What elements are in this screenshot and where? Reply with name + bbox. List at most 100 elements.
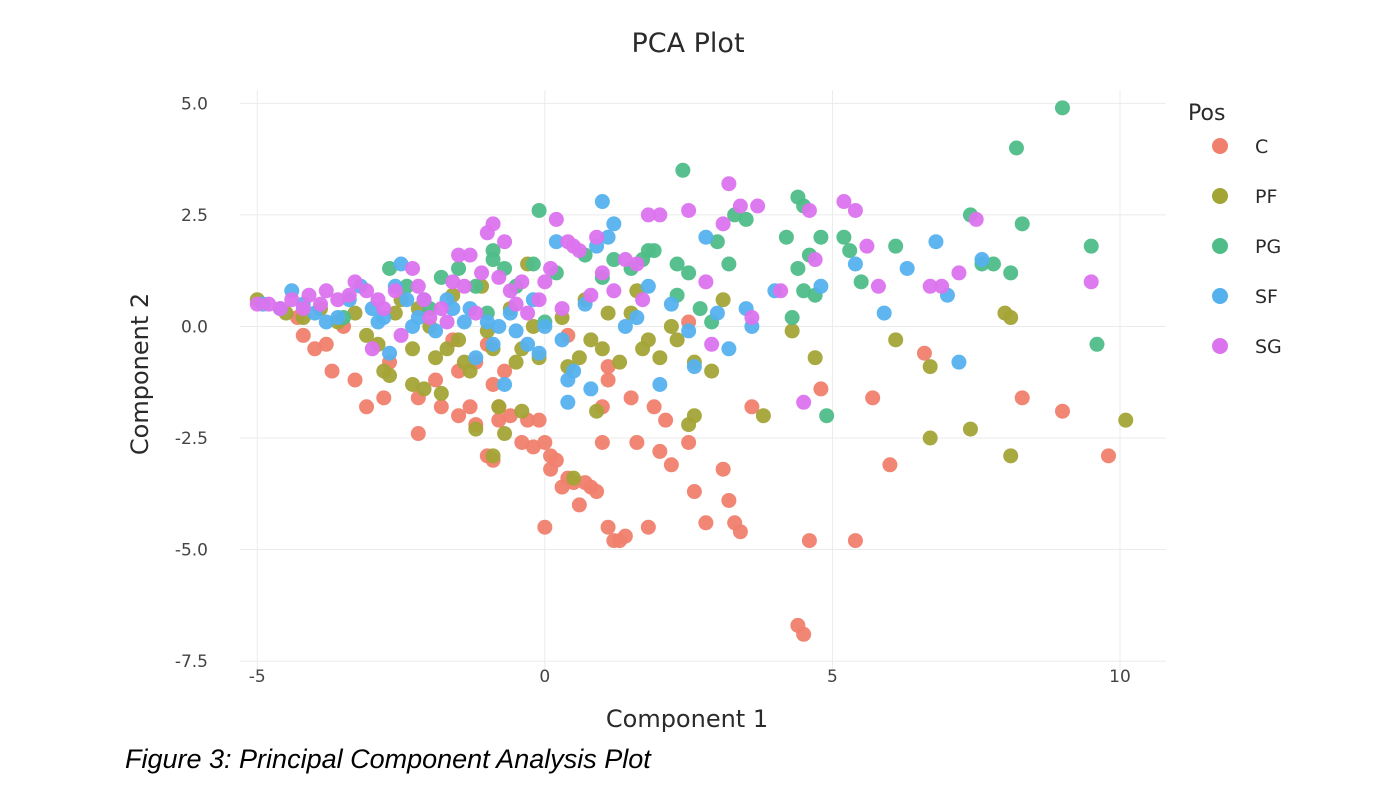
data-point-sg bbox=[456, 278, 472, 294]
data-point-sf bbox=[548, 234, 564, 250]
data-point-sf bbox=[468, 350, 484, 366]
data-point-sf bbox=[663, 296, 679, 312]
data-point-sg bbox=[640, 207, 656, 223]
data-point-sg bbox=[445, 274, 461, 290]
data-point-sg bbox=[859, 238, 875, 254]
data-point-c bbox=[359, 399, 375, 415]
gridlines bbox=[240, 90, 1166, 670]
data-point-c bbox=[623, 390, 639, 406]
data-point-sg bbox=[715, 216, 731, 232]
legend-items: C PF PG SF SG bbox=[1212, 136, 1282, 358]
data-point-pf bbox=[652, 350, 668, 366]
pca-scatter-chart: PCA Plot -5 0 5 10 5.0 2.5 0.0 -2.5 -5.0 -7.5 Com… bbox=[126, 28, 1282, 733]
y-axis-title: Component 2 bbox=[126, 293, 154, 455]
data-point-c bbox=[847, 533, 863, 549]
data-point-pf bbox=[382, 368, 398, 384]
data-point-pg bbox=[813, 229, 829, 245]
data-point-c bbox=[600, 359, 616, 375]
data-point-sg bbox=[341, 287, 357, 303]
data-point-c bbox=[600, 519, 616, 535]
data-point-sf bbox=[652, 376, 668, 392]
data-point-sg bbox=[934, 278, 950, 294]
data-point-pf bbox=[359, 327, 375, 343]
data-point-sg bbox=[704, 336, 720, 352]
data-point-pg bbox=[721, 256, 737, 272]
data-point-pf bbox=[589, 403, 605, 419]
legend-swatch bbox=[1212, 288, 1228, 304]
data-point-sg bbox=[387, 283, 403, 299]
data-point-c bbox=[629, 434, 645, 450]
data-point-pg bbox=[819, 408, 835, 424]
data-point-sf bbox=[520, 336, 536, 352]
legend-title: Pos bbox=[1188, 101, 1225, 126]
data-point-sg bbox=[301, 287, 317, 303]
data-point-sf bbox=[583, 381, 599, 397]
data-point-c bbox=[537, 434, 553, 450]
legend-item-sf[interactable]: SF bbox=[1212, 286, 1278, 308]
data-point-sg bbox=[681, 202, 697, 218]
legend-label: SG bbox=[1255, 336, 1282, 358]
data-point-pf bbox=[462, 363, 478, 379]
data-point-sg bbox=[968, 211, 984, 227]
data-point-pf bbox=[571, 350, 587, 366]
data-point-sg bbox=[531, 292, 547, 308]
data-point-pg bbox=[681, 265, 697, 281]
data-point-c bbox=[715, 461, 731, 477]
data-point-sg bbox=[393, 327, 409, 343]
data-point-pg bbox=[985, 256, 1001, 272]
data-point-sg bbox=[249, 296, 265, 312]
data-point-c bbox=[617, 528, 633, 544]
data-point-sg bbox=[870, 278, 886, 294]
data-point-sg bbox=[313, 296, 329, 312]
data-point-pf bbox=[663, 318, 679, 334]
data-point-sg bbox=[750, 198, 766, 214]
data-point-pg bbox=[382, 260, 398, 276]
data-point-sg bbox=[272, 301, 288, 317]
data-point-pf bbox=[1003, 310, 1019, 326]
data-point-sf bbox=[594, 194, 610, 210]
legend-item-c[interactable]: C bbox=[1212, 136, 1268, 158]
data-point-c bbox=[721, 492, 737, 508]
y-tick-label: 0.0 bbox=[181, 317, 208, 337]
data-point-sg bbox=[364, 341, 380, 357]
data-point-c bbox=[652, 443, 668, 459]
data-point-sg bbox=[497, 234, 513, 250]
series-pg bbox=[336, 100, 1105, 424]
data-point-sg bbox=[284, 292, 300, 308]
data-point-sg bbox=[422, 310, 438, 326]
legend-swatch bbox=[1212, 338, 1228, 354]
data-point-pg bbox=[709, 234, 725, 250]
data-point-sg bbox=[617, 252, 633, 268]
data-point-c bbox=[646, 399, 662, 415]
data-point-c bbox=[882, 457, 898, 473]
data-point-pg bbox=[790, 260, 806, 276]
data-point-sg bbox=[502, 283, 518, 299]
data-point-sf bbox=[330, 310, 346, 326]
data-point-sg bbox=[594, 265, 610, 281]
data-point-c bbox=[744, 399, 760, 415]
data-point-pf bbox=[640, 332, 656, 348]
data-point-sf bbox=[537, 318, 553, 334]
data-point-sf bbox=[629, 310, 645, 326]
data-point-sf bbox=[491, 318, 507, 334]
legend-item-pg[interactable]: PG bbox=[1212, 236, 1281, 258]
data-point-pf bbox=[612, 354, 628, 370]
data-point-sg bbox=[318, 283, 334, 299]
data-point-pg bbox=[738, 211, 754, 227]
legend-item-pf[interactable]: PF bbox=[1212, 186, 1277, 208]
data-point-pg bbox=[853, 274, 869, 290]
data-point-pf bbox=[669, 332, 685, 348]
y-tick-label: -5.0 bbox=[175, 541, 208, 561]
x-tick-label: -5 bbox=[249, 667, 266, 687]
data-point-pf bbox=[416, 381, 432, 397]
data-point-pg bbox=[669, 256, 685, 272]
data-point-c bbox=[658, 412, 674, 428]
data-point-pg bbox=[1014, 216, 1030, 232]
legend-item-sg[interactable]: SG bbox=[1212, 336, 1282, 358]
legend-label: PF bbox=[1255, 186, 1277, 208]
data-point-sg bbox=[491, 269, 507, 285]
data-point-sg bbox=[468, 305, 484, 321]
data-point-sf bbox=[445, 301, 461, 317]
data-point-sg bbox=[410, 278, 426, 294]
data-point-c bbox=[502, 408, 518, 424]
